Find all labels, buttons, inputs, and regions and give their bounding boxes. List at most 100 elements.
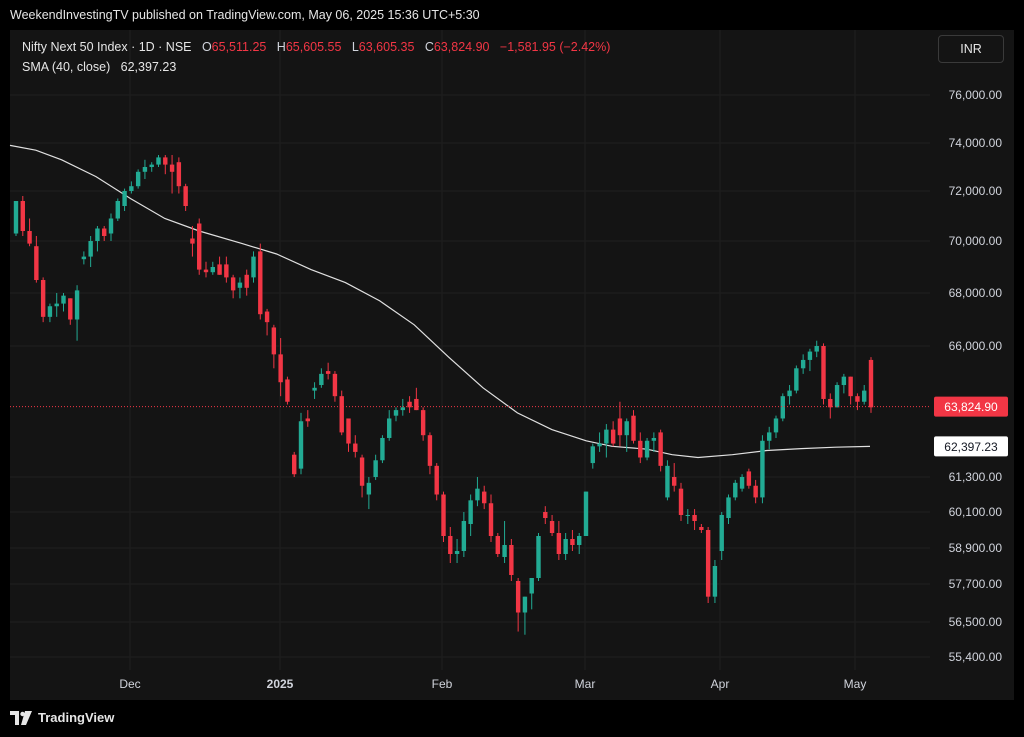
candle-body [169,164,175,172]
candle-body [312,387,317,391]
last-price-label: 63,824.90 [944,400,998,414]
tradingview-brand[interactable]: TradingView [10,710,114,725]
open-label: O [201,40,212,54]
candle-body [855,396,860,402]
candle-body [54,303,59,307]
candle-body [74,290,80,320]
candle-body [258,251,263,315]
indicator-value: 62,397.23 [120,60,177,74]
high-value: 65,605.55 [285,40,342,54]
candle-body [217,264,222,275]
candle-body [441,494,446,536]
chart-frame[interactable] [10,30,1014,700]
candle-body [149,164,154,167]
low-label: L [351,40,359,54]
time-tick-label: Feb [432,677,453,691]
candle-body [380,437,385,461]
close-value: 63,824.90 [433,40,490,54]
candle-body [794,368,799,391]
candle-body [699,527,704,530]
candle-body [108,218,114,234]
price-tick-label: 76,000.00 [949,88,1003,102]
currency-button[interactable]: INR [938,35,1004,63]
candle-body [102,228,107,236]
candle-body [502,545,507,557]
publisher-text: WeekendInvestingTV published on TradingV… [10,8,480,22]
time-tick-label: May [844,677,867,691]
candle-body [190,238,195,244]
last-price-line: 63,824.90 62,397.23 [10,396,1008,457]
candle-body [271,327,277,355]
candle-body [135,171,141,187]
candle-body [556,533,562,554]
candle-body [203,269,209,273]
candle-body [95,228,100,241]
candle-body [712,566,718,597]
price-tick-label: 57,700.00 [949,577,1003,591]
candle-body [807,351,813,360]
price-axis: 76,000.00 74,000.00 72,000.00 70,000.00 68,0… [949,88,1003,664]
candle-body [122,191,127,206]
candle-body [292,454,297,475]
candle-body [373,460,378,477]
candle-body [163,157,168,165]
candle-body [862,390,867,402]
open-value: 65,511.25 [211,40,267,54]
candle-body [604,429,609,444]
price-tick-label: 61,300.00 [949,470,1003,484]
candle-body [597,443,602,447]
candle-body [563,539,568,554]
candle-body [237,282,243,288]
candle-body [183,186,188,206]
sma-line [9,144,871,459]
candle-body [359,457,365,486]
candle-body [509,545,514,575]
indicator-legend[interactable]: SMA (40, close) 62,397.23 [22,60,176,74]
candle-body [631,415,636,441]
candle-body [651,437,657,441]
candle-body [115,201,120,219]
candle-body [665,465,670,498]
candle-body [515,581,521,613]
candle-body [244,274,249,288]
candle-body [176,162,182,187]
price-tick-label: 58,900.00 [949,541,1003,555]
candle-body [767,432,772,441]
time-tick-label: 2025 [267,677,294,691]
candle-body [685,515,690,516]
candle-body [773,418,779,433]
candle-body [821,346,826,399]
candle-body [780,396,785,419]
candle-body [448,536,453,554]
candle-body [577,536,582,545]
price-tick-label: 72,000.00 [949,184,1003,198]
time-tick-label: Dec [119,677,140,691]
candle-body [325,371,331,374]
candle-body [787,390,792,397]
candle-body [81,256,87,260]
candle-body [638,440,643,458]
candle-body [264,311,270,323]
candle-body [210,267,215,273]
last-price-tag [934,396,1008,417]
candle-body [47,306,53,317]
candle-body [746,471,752,486]
candle-body [461,521,467,551]
candle-body [678,488,684,515]
candle-body [129,186,134,191]
candle-body [482,491,487,504]
footer-bar [0,700,1024,737]
candle-body [387,418,392,438]
candle-body [61,295,66,304]
candle-body [13,201,19,234]
price-tick-label: 55,400.00 [949,650,1003,664]
sma-price-label: 62,397.23 [944,440,998,454]
candle-body [488,503,494,536]
symbol-legend: Nifty Next 50 Index · 1D · NSE O65,511.2… [22,40,610,54]
candle-body [20,201,25,231]
price-tick-label: 74,000.00 [949,136,1003,150]
candle-body [393,410,399,416]
candle-body [549,521,555,533]
candle-body [753,485,758,498]
